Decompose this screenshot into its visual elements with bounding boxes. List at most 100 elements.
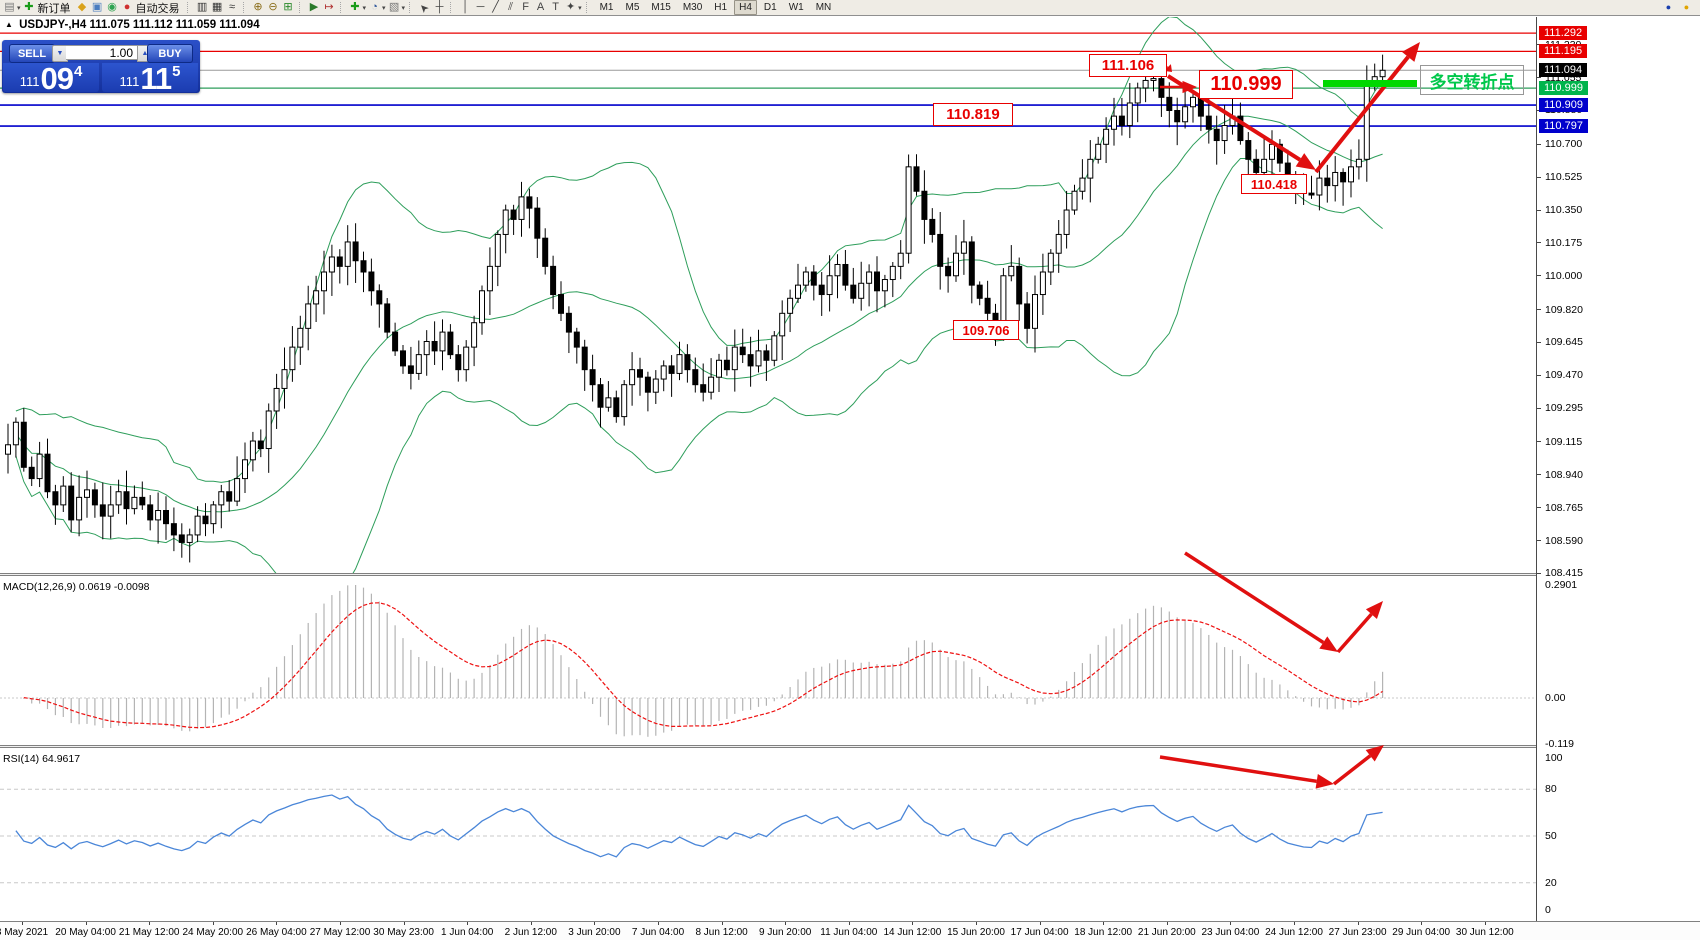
auto-trading-icon-label[interactable]: 自动交易 <box>135 2 180 15</box>
periods-icon[interactable]: ◔ <box>367 1 382 15</box>
alert-icon[interactable]: ● <box>1683 2 1690 12</box>
signal-icon: ◉ <box>107 1 117 13</box>
charts-grid-icon: ▤ <box>4 1 15 13</box>
pane-splitter-macd[interactable] <box>0 573 1700 576</box>
macd-pane[interactable] <box>0 576 1536 745</box>
timeframe-mn-button[interactable]: MN <box>815 2 832 13</box>
toolbar-separator <box>339 2 345 13</box>
rsi-pane[interactable] <box>0 748 1536 920</box>
rsi-scale-label: 0 <box>1545 904 1551 916</box>
price-annotation-box[interactable]: 109.706 <box>953 320 1019 340</box>
time-tick-label: 14 Jun 12:00 <box>883 927 942 938</box>
price-tick-label: 110.700 <box>1545 138 1583 151</box>
diamond-icon[interactable]: ◆ <box>75 1 90 15</box>
templates-icon-dropdown[interactable]: ▾ <box>401 4 406 12</box>
templates-icon[interactable]: ▧ <box>387 1 402 15</box>
price-chart-pane[interactable] <box>0 17 1536 573</box>
timeframe-w1-button[interactable]: W1 <box>788 2 804 13</box>
profile-icon[interactable]: ▣ <box>90 1 105 15</box>
buy-price-display[interactable]: 111 11 5 <box>102 62 198 94</box>
indicators-icon[interactable]: ✚ <box>348 1 363 15</box>
zoom-out-icon[interactable]: ⊖ <box>266 1 281 15</box>
equidistant-channel-icon[interactable]: ⫽ <box>503 1 518 15</box>
arrows-icon-dropdown[interactable]: ▾ <box>578 4 582 12</box>
price-annotation-box[interactable]: 110.819 <box>933 103 1013 126</box>
price-tick-label: 110.525 <box>1545 171 1583 184</box>
signal-icon[interactable]: ◉ <box>105 1 120 15</box>
trendline-icon: ╱ <box>492 1 499 13</box>
sell-price-figure: 111 <box>19 74 40 89</box>
horizontal-line-icon[interactable]: ─ <box>473 1 488 15</box>
time-tick-mark <box>149 922 151 925</box>
price-tick-label: 108.940 <box>1545 468 1583 481</box>
chart-shift-icon[interactable]: ↦ <box>322 1 337 15</box>
time-tick-label: 8 Jun 12:00 <box>695 927 748 938</box>
tile-windows-icon: ⊞ <box>283 1 293 13</box>
vertical-line-icon[interactable]: │ <box>458 1 473 15</box>
timeframe-m5-button[interactable]: M5 <box>625 2 640 13</box>
price-annotation-box[interactable]: 111.106 <box>1089 54 1167 77</box>
time-tick-mark <box>1103 922 1105 925</box>
zoom-in-icon[interactable]: ⊕ <box>251 1 266 15</box>
pane-splitter-rsi[interactable] <box>0 745 1700 748</box>
indicators-icon-dropdown[interactable]: ▾ <box>362 4 367 12</box>
sell-price-display[interactable]: 111 09 4 <box>3 62 99 94</box>
line-chart-icon[interactable]: ≈ <box>225 1 240 15</box>
volume-input[interactable]: 1.00 <box>66 45 137 60</box>
fibonacci-icon[interactable]: F <box>518 1 533 15</box>
time-tick-label: 24 May 20:00 <box>182 927 244 938</box>
time-tick-label: 21 Jun 20:00 <box>1137 927 1196 938</box>
price-tick-label: 108.415 <box>1545 567 1583 580</box>
toolbar-separator <box>186 2 192 13</box>
text-label-icon[interactable]: T <box>548 1 563 15</box>
buy-button[interactable]: BUY <box>147 44 193 63</box>
periods-icon-dropdown[interactable]: ▾ <box>382 4 386 12</box>
price-tick-mark <box>1537 209 1541 211</box>
candle-chart-icon[interactable]: ▦ <box>210 1 225 15</box>
auto-scroll-icon[interactable]: ▶ <box>307 1 322 15</box>
time-tick-label: 27 May 12:00 <box>309 927 371 938</box>
price-annotation-box[interactable]: 110.418 <box>1241 174 1307 194</box>
charts-grid-icon-dropdown[interactable]: ▾ <box>17 4 21 12</box>
tile-windows-icon[interactable]: ⊞ <box>281 1 296 15</box>
timeframe-m15-button[interactable]: M15 <box>651 2 671 13</box>
diamond-icon: ◆ <box>77 1 87 13</box>
cursor-icon[interactable]: ➤ <box>417 0 432 15</box>
rsi-scale-label: 50 <box>1545 830 1557 842</box>
price-tick-mark <box>1537 441 1541 443</box>
text-icon[interactable]: A <box>533 1 548 15</box>
support-zone-bar[interactable] <box>1323 80 1417 87</box>
charts-grid-icon[interactable]: ▤ <box>2 1 17 15</box>
rsi-scale-label: 20 <box>1545 876 1557 889</box>
price-tick-mark <box>1537 474 1541 476</box>
price-tick-label: 109.295 <box>1545 402 1583 415</box>
symbol-marker-icon: ▲ <box>5 20 13 29</box>
price-level-label: 110.999 <box>1539 81 1588 96</box>
zoom-in-icon: ⊕ <box>253 1 263 13</box>
connection-icon[interactable]: ● <box>1665 2 1672 12</box>
price-tick-label: 109.115 <box>1545 435 1583 448</box>
trendline-icon[interactable]: ╱ <box>488 1 503 15</box>
toolbar-separator <box>298 2 304 13</box>
turning-point-label[interactable]: 多空转折点 <box>1420 65 1524 95</box>
price-annotation-box[interactable]: 110.999 <box>1199 70 1293 99</box>
auto-trading-icon[interactable]: ● <box>120 1 135 15</box>
toolbar-separator <box>585 2 591 13</box>
timeframe-m30-button[interactable]: M30 <box>682 2 703 13</box>
new-order-icon-label[interactable]: 新订单 <box>37 2 71 15</box>
sell-button[interactable]: SELL <box>9 44 55 63</box>
timeframe-h4-button[interactable]: H4 <box>734 0 757 15</box>
timeframe-h1-button[interactable]: H1 <box>714 2 728 13</box>
bar-chart-icon[interactable]: ▥ <box>195 1 210 15</box>
time-tick-mark <box>912 922 914 925</box>
time-tick-label: 27 Jun 23:00 <box>1328 927 1387 938</box>
arrows-icon[interactable]: ✦ <box>563 1 578 15</box>
timeframe-d1-button[interactable]: D1 <box>763 2 777 13</box>
new-order-icon[interactable]: ✚ <box>22 1 37 15</box>
crosshair-icon[interactable]: ┼ <box>432 1 447 15</box>
rsi-scale-label: 100 <box>1545 752 1563 764</box>
time-tick-label: 9 Jun 20:00 <box>759 927 812 938</box>
chart-symbol-period: USDJPY-,H4 <box>19 19 87 31</box>
timeframe-m1-button[interactable]: M1 <box>599 2 614 13</box>
time-tick-label: 3 Jun 20:00 <box>568 927 621 938</box>
